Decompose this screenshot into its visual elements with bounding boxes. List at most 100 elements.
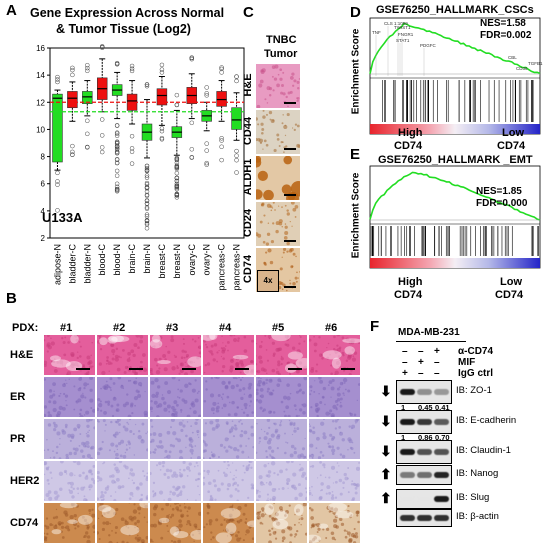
stain-dot [262,110,265,112]
cell-dot [89,377,94,380]
cell-dot [220,482,224,486]
stain-dot [257,138,261,142]
cell-dot [100,490,104,494]
cell-dot [45,517,49,520]
cell-dot [69,490,74,495]
gene-label: TWIST1 [394,25,411,30]
cell-dot [237,339,240,343]
outlier [219,65,224,70]
x-tick-label: bladder-C [67,244,77,284]
cell-dot [207,473,210,475]
cell-dot [131,412,134,415]
cell-dot [163,472,167,476]
cell-dot [247,437,250,440]
cell-dot [322,396,325,399]
cell-dot [266,419,271,422]
outlier [70,143,75,149]
cell-dot [215,518,219,522]
tissue-texture [203,503,254,543]
cell-dot [237,337,240,340]
cell-dot [177,396,179,398]
arrow-down-icon: ⬇ [380,383,392,399]
stroma-patch [203,335,216,341]
cell-dot [188,522,192,526]
cell-dot [187,365,190,368]
cell-dot [163,367,168,372]
cell-dot [51,360,54,363]
cell-dot [209,420,214,425]
cell-dot [169,516,173,519]
cell-dot [309,423,311,425]
cell-dot [186,475,189,477]
cell-dot [272,531,277,535]
cell-dot [67,528,71,532]
cell-dot [82,364,85,367]
stain-texture [256,110,300,153]
cell-dot [87,361,91,366]
stain-dot [298,78,300,80]
cell-dot [274,488,277,491]
cell-dot [264,335,267,337]
cell-dot [65,453,69,457]
cell-dot [286,396,291,401]
cell-dot [172,471,177,475]
cell-dot [58,394,61,398]
stain-dot [278,222,283,226]
cell-dot [47,482,50,485]
cell-dot [278,506,283,510]
cell-dot [74,527,77,530]
cell-dot [290,444,295,449]
x-tick-label: breast-N [172,244,182,279]
cell-dot [60,525,65,529]
cell-dot [72,506,75,509]
cell-dot [75,339,79,342]
cell-dot [274,512,279,517]
cell-dot [355,422,357,424]
cell-dot [344,535,348,539]
cell-dot [294,496,298,501]
stain-dot [261,203,264,206]
cell-dot [232,504,234,506]
panel-label-e: E [350,146,361,163]
cell-dot [356,399,359,402]
treatment-label: MIF [458,357,476,368]
cell-dot [75,400,78,402]
cell-dot [336,419,340,421]
cell-dot [334,480,338,484]
cell-dot [184,361,186,363]
cell-dot [243,349,248,353]
cell-dot [184,372,188,375]
cell-dot [325,492,328,495]
panel-e-right-label-1: Low [500,276,522,288]
cell-dot [98,362,102,366]
cell-dot [194,421,198,426]
stain-dot [281,288,284,291]
cell-dot [130,349,135,354]
stain-dot [265,113,269,116]
cell-dot [78,355,82,358]
outlier [159,137,165,142]
ihc-tile [150,377,201,417]
cell-dot [55,508,58,511]
cell-dot [212,358,216,362]
cell-dot [197,464,199,467]
cell-dot [220,347,223,349]
cell-dot [333,335,336,339]
outlier [174,181,180,187]
stain-dot [277,73,280,76]
cell-dot [348,340,353,345]
cell-dot [242,411,246,414]
cell-dot [74,335,78,338]
cell-dot [279,423,282,427]
cell-dot [241,478,244,482]
stain-dot [256,104,261,108]
outlier [174,195,180,200]
cell-dot [112,382,116,385]
stain-dot [289,90,293,94]
cell-dot [152,490,155,493]
cell-dot [300,524,302,526]
cell-dot [252,445,254,449]
cell-dot [52,400,57,405]
cell-dot [111,414,115,417]
cell-dot [188,469,191,472]
